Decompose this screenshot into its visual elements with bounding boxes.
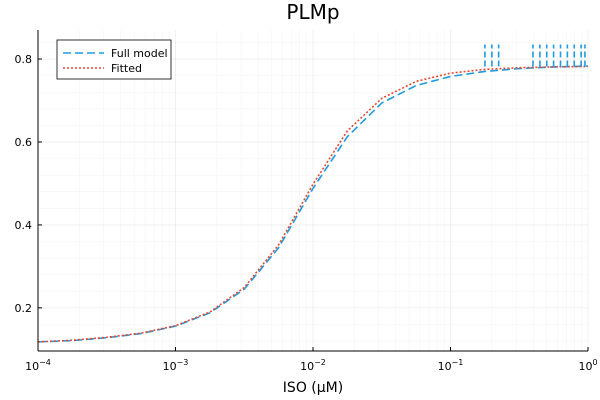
- y-tick-label: 0.2: [15, 302, 33, 315]
- series-layer: [37, 44, 589, 343]
- y-tick-label: 0.8: [15, 53, 33, 66]
- plot-area: [37, 30, 589, 352]
- axes: [37, 30, 589, 352]
- legend-label-full-model: Full model: [111, 47, 168, 60]
- legend-box: [56, 39, 172, 80]
- y-tick-label: 0.6: [15, 136, 33, 149]
- series-line-fitted: [37, 65, 589, 343]
- legend-label-fitted: Fitted: [111, 62, 142, 75]
- legend: Full model Fitted: [56, 39, 172, 80]
- x-axis-title: ISO (μM): [283, 380, 343, 396]
- x-tick-label: 10−4: [25, 358, 51, 373]
- y-tick-label: 0.4: [15, 219, 33, 232]
- x-tick-label: 10−1: [438, 358, 464, 373]
- x-tick-label: 10−2: [300, 358, 326, 373]
- series-line-full-model: [37, 65, 589, 343]
- grid: [37, 30, 589, 351]
- y-tick-labels: 0.2 0.4 0.6 0.8: [15, 53, 33, 315]
- x-tick-label: 100: [578, 358, 597, 373]
- x-tick-labels: 10−4 10−3 10−2 10−1 100: [25, 358, 597, 373]
- chart-title: PLMp: [286, 0, 339, 24]
- x-tick-label: 10−3: [163, 358, 189, 373]
